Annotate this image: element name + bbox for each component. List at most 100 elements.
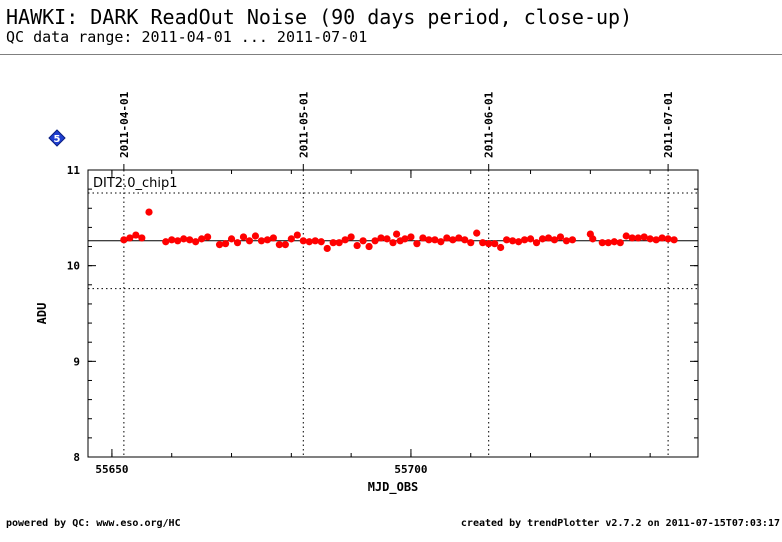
data-point: [371, 237, 379, 245]
data-point: [431, 236, 439, 244]
data-point: [305, 238, 313, 246]
data-point: [640, 233, 648, 241]
data-point: [437, 238, 445, 246]
data-point: [263, 236, 272, 244]
data-point: [509, 237, 517, 245]
data-point: [568, 236, 577, 244]
data-point: [658, 234, 666, 242]
axis-ticks: 8 9 10 11 55650 55700: [67, 164, 698, 476]
data-point: [497, 243, 505, 252]
page-subtitle: QC data range: 2011-04-01 ... 2011-07-01: [6, 28, 368, 46]
data-point: [473, 229, 481, 237]
data-point: [138, 234, 146, 242]
data-point: [132, 231, 140, 239]
data-point: [174, 237, 182, 245]
data-point: [407, 233, 415, 241]
y-tick-label: 9: [73, 355, 80, 368]
data-point: [616, 239, 624, 247]
data-point: [186, 236, 194, 244]
data-point: [646, 235, 654, 243]
data-point: [485, 240, 493, 248]
data-point: [419, 234, 427, 242]
data-point: [162, 238, 170, 246]
data-point: [221, 240, 230, 248]
data-point: [413, 240, 421, 248]
data-point: [383, 235, 391, 243]
data-point: [168, 236, 176, 244]
data-point: [532, 239, 541, 247]
data-point: [281, 241, 289, 249]
y-axis-label: ADU: [35, 303, 49, 325]
footer-powered-by: powered by QC: www.eso.org/HC: [6, 518, 181, 529]
data-point: [353, 241, 361, 250]
panel-label: DIT2.0_chip1: [93, 176, 177, 191]
data-point: [652, 236, 660, 244]
data-point: [550, 236, 559, 244]
data-point: [628, 234, 636, 242]
data-point: [544, 234, 553, 242]
data-point: [503, 236, 511, 244]
plot-frame: [87, 169, 699, 458]
data-point: [180, 235, 188, 243]
data-point: [401, 235, 409, 243]
data-point: [198, 235, 206, 243]
data-point: [204, 233, 212, 241]
data-point: [610, 238, 618, 246]
data-point: [514, 238, 523, 246]
data-point: [245, 237, 254, 245]
y-tick-label: 8: [73, 451, 80, 464]
data-point: [443, 234, 451, 242]
data-point: [329, 239, 337, 247]
data-point: [461, 236, 469, 244]
title-block: HAWKI: DARK ReadOut Noise (90 days perio…: [6, 6, 776, 46]
data-point: [449, 236, 457, 244]
data-point: [257, 237, 266, 245]
data-point: [455, 234, 463, 242]
data-point: [365, 242, 373, 251]
data-point: [192, 238, 200, 246]
badge-number: 5: [54, 134, 61, 145]
footer-created-by: created by trendPlotter v2.7.2 on 2011-0…: [460, 518, 780, 529]
data-point: [664, 235, 672, 243]
data-point: [562, 237, 571, 245]
date-marker-label: 2011-07-01: [662, 91, 675, 158]
data-point: [377, 234, 385, 242]
x-tick-label: 55650: [95, 463, 128, 476]
x-axis-label: MJD_OBS: [368, 480, 419, 495]
data-point: [215, 241, 224, 249]
data-point: [347, 233, 355, 241]
data-point: [126, 234, 134, 242]
data-point: [538, 235, 547, 243]
data-point: [425, 236, 433, 244]
data-point: [317, 238, 325, 246]
data-point: [323, 244, 331, 253]
data-point: [589, 235, 597, 243]
y-tick-label: 10: [67, 260, 80, 273]
data-point: [467, 239, 475, 247]
data-point: [145, 208, 153, 216]
data-point: [341, 236, 349, 244]
data-point: [227, 235, 236, 243]
data-point: [335, 239, 343, 247]
data-point: [293, 231, 301, 239]
data-point: [479, 239, 487, 247]
data-point: [622, 232, 630, 240]
data-point: [598, 239, 606, 247]
data-point: [311, 237, 319, 245]
diamond-icon: [48, 129, 66, 147]
diamond-badge: 5: [48, 129, 66, 147]
data-point: [299, 237, 307, 245]
title-divider: [0, 54, 782, 55]
y-tick-label: 11: [67, 164, 81, 177]
date-marker-label: 2011-06-01: [483, 91, 496, 158]
data-point: [251, 232, 260, 240]
data-point: [556, 233, 565, 241]
data-points: [120, 208, 678, 253]
data-point: [392, 230, 401, 238]
data-point: [275, 241, 283, 249]
data-point: [526, 235, 535, 243]
page-title: HAWKI: DARK ReadOut Noise (90 days perio…: [6, 5, 633, 29]
data-point: [233, 239, 242, 247]
data-point: [120, 236, 128, 244]
